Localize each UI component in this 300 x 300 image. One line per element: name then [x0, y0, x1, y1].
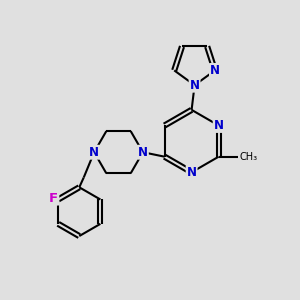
Text: N: N: [138, 146, 148, 159]
Text: CH₃: CH₃: [239, 152, 258, 162]
Text: N: N: [187, 166, 196, 179]
Text: N: N: [210, 64, 220, 77]
Text: N: N: [190, 79, 200, 92]
Text: F: F: [49, 191, 58, 205]
Text: N: N: [89, 146, 99, 159]
Text: N: N: [214, 119, 224, 132]
